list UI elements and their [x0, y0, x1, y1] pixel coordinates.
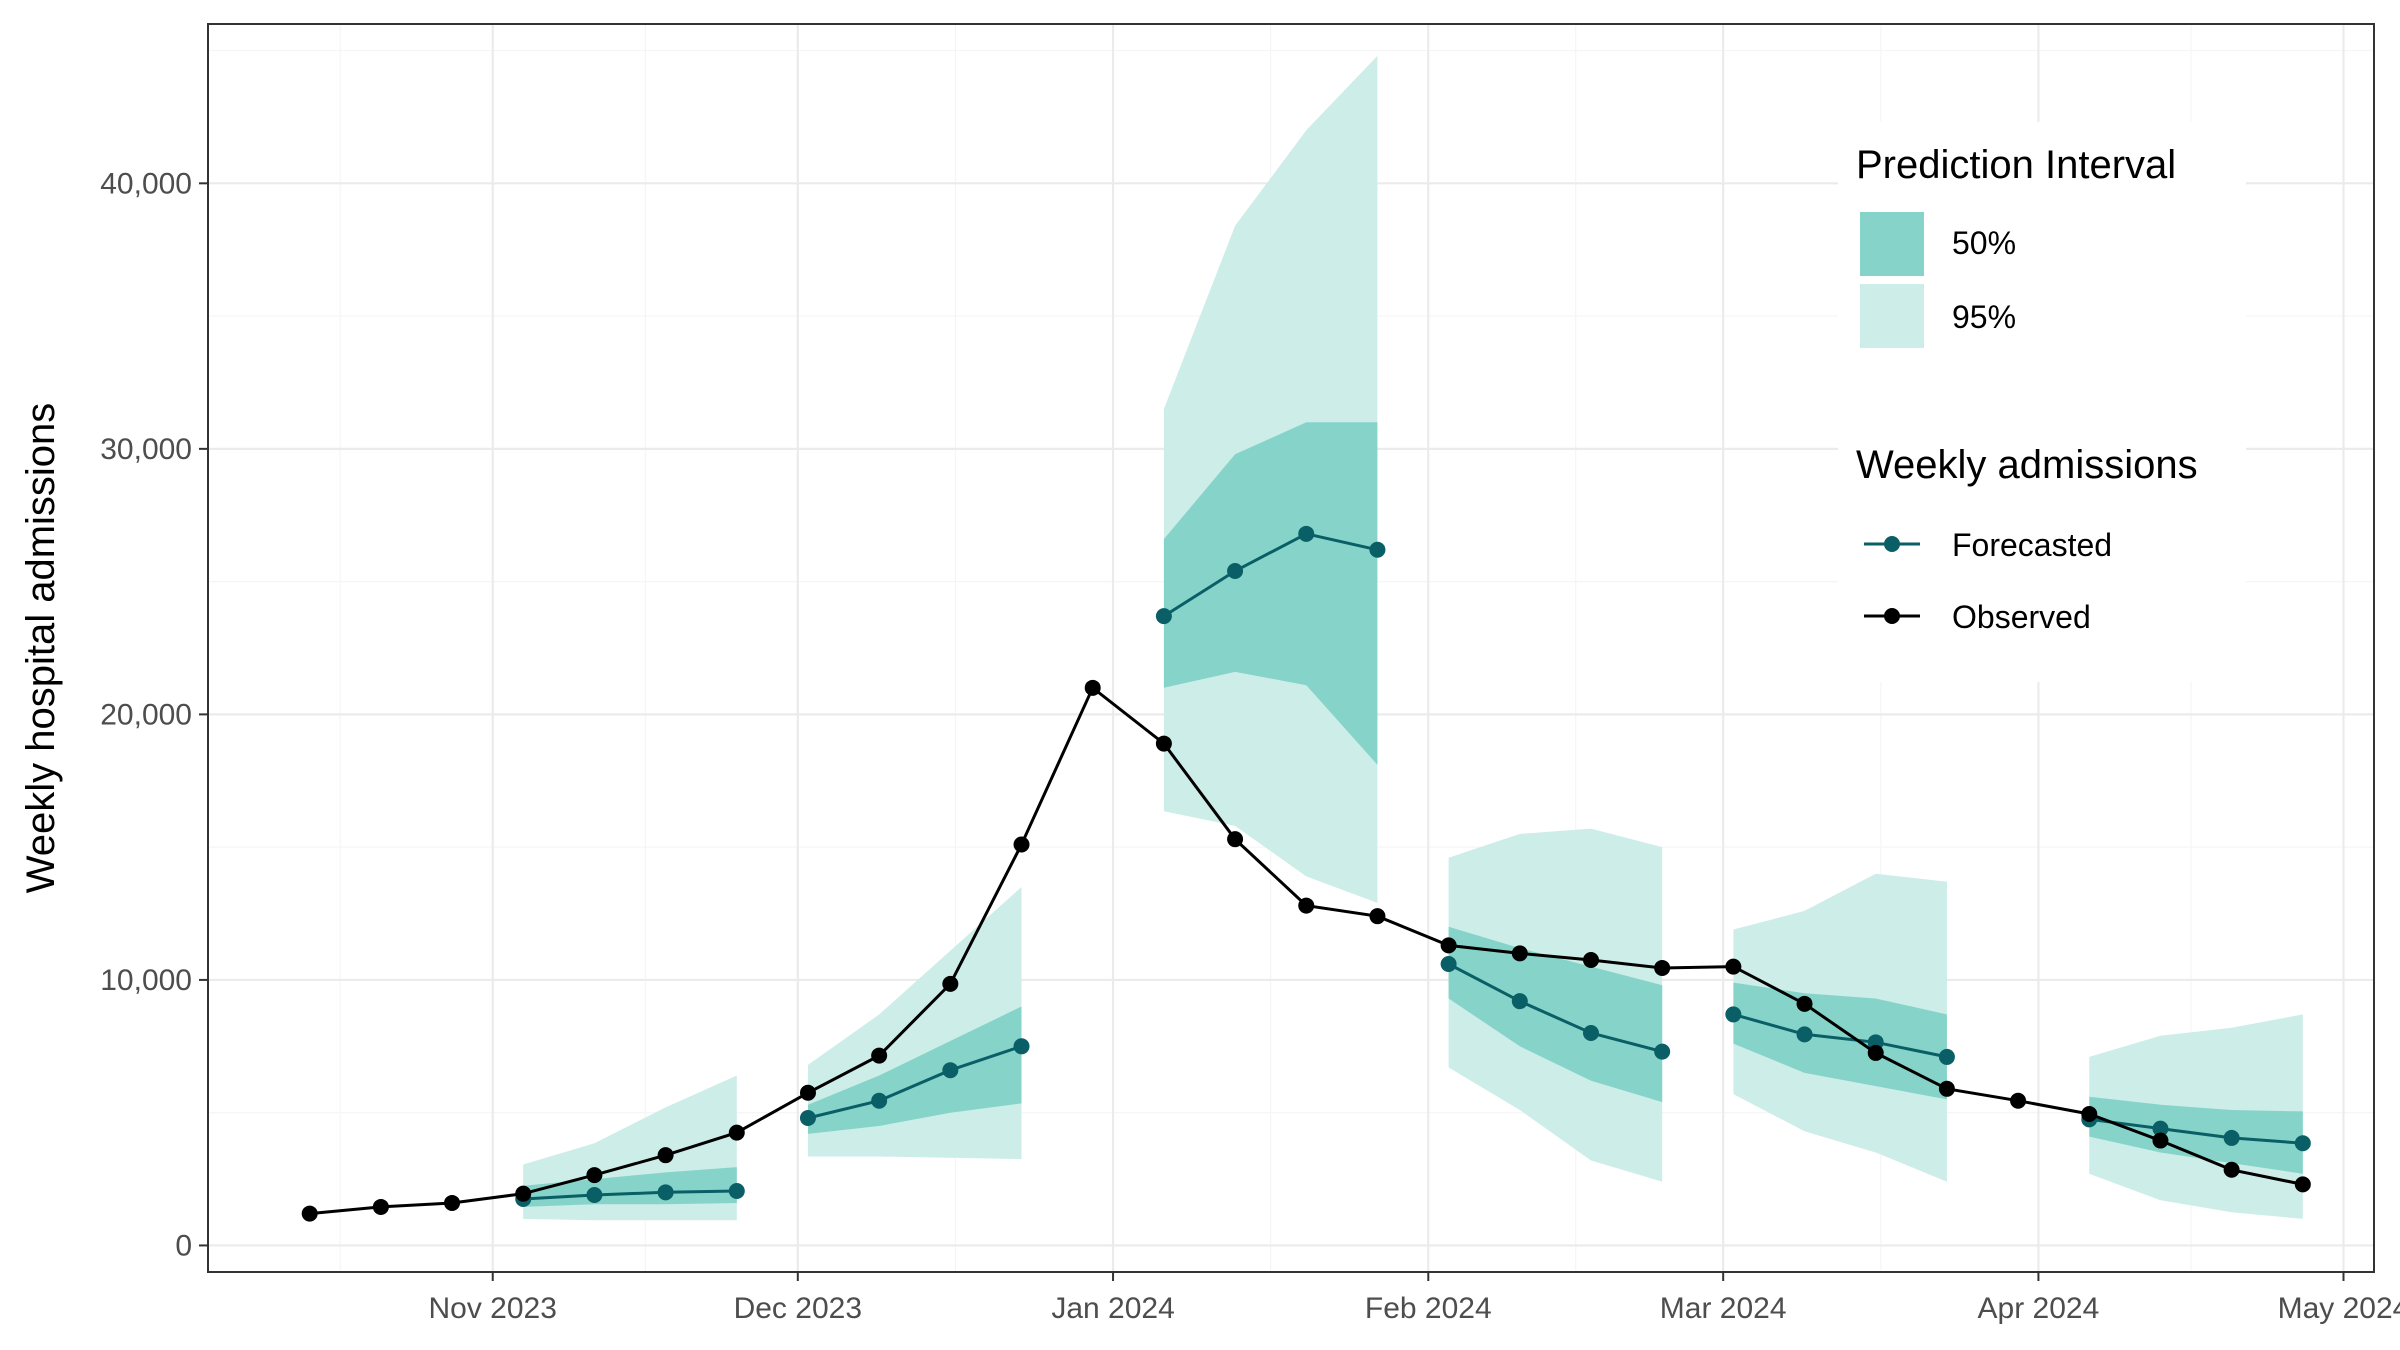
observed-point — [1867, 1044, 1884, 1061]
legend-key-50 — [1860, 212, 1924, 276]
forecast-point — [1511, 993, 1528, 1010]
legend-title-series: Weekly admissions — [1856, 443, 2198, 487]
forecast-point — [1013, 1038, 1030, 1055]
forecast-point — [1796, 1026, 1813, 1043]
x-tick-label: Dec 2023 — [734, 1292, 862, 1325]
legend-title-interval: Prediction Interval — [1856, 143, 2176, 187]
x-tick-label: Feb 2024 — [1365, 1292, 1492, 1325]
observed-point — [728, 1124, 745, 1141]
forecast-point — [1155, 608, 1172, 625]
y-tick-label: 0 — [175, 1229, 192, 1262]
observed-point — [1227, 831, 1244, 848]
observed-series — [301, 679, 2311, 1222]
prediction-interval-50-bands — [523, 422, 2303, 1207]
forecast-point — [1654, 1043, 1671, 1060]
forecast-point — [942, 1062, 959, 1079]
interval-50-band-2 — [808, 1006, 1022, 1134]
observed-point — [2081, 1106, 2098, 1123]
observed-point — [799, 1084, 816, 1101]
observed-point — [586, 1167, 603, 1184]
observed-point — [1298, 897, 1315, 914]
y-tick-label: 30,000 — [100, 433, 192, 466]
observed-point — [1654, 959, 1671, 976]
observed-point — [1796, 995, 1813, 1012]
observed-point — [2152, 1132, 2169, 1149]
forecast-point — [2152, 1120, 2169, 1137]
forecast-point — [799, 1109, 816, 1126]
observed-point — [1155, 735, 1172, 752]
panel-border — [207, 23, 2375, 1273]
observed-point — [871, 1047, 888, 1064]
forecast-point — [1227, 562, 1244, 579]
y-tick-label: 40,000 — [100, 167, 192, 200]
y-tick-label: 10,000 — [100, 964, 192, 997]
legend-key-95 — [1860, 284, 1924, 348]
forecast-point — [2294, 1135, 2311, 1152]
interval-50-band-3 — [1163, 422, 1378, 765]
x-tick-label: Mar 2024 — [1660, 1292, 1787, 1325]
observed-point — [657, 1147, 674, 1164]
forecast-line-1 — [523, 1189, 737, 1201]
observed-point — [1084, 679, 1101, 696]
observed-point — [1511, 945, 1528, 962]
forecast-point — [871, 1092, 888, 1109]
x-tick-label: Jan 2024 — [1051, 1292, 1174, 1325]
observed-point — [2010, 1092, 2027, 1109]
forecast-point — [1440, 955, 1457, 972]
forecast-point — [1725, 1006, 1742, 1023]
forecast-line-4 — [1447, 962, 1663, 1054]
forecast-point — [1369, 541, 1386, 558]
legend-label-50: 50% — [1952, 225, 2016, 261]
observed-point — [1725, 958, 1742, 975]
legend-label-forecast: Forecasted — [1952, 527, 2112, 563]
legend-label-observed: Observed — [1952, 599, 2091, 635]
observed-point — [1369, 908, 1386, 925]
x-tick-label: Nov 2023 — [429, 1292, 557, 1325]
x-tick-label: May 2024 — [2278, 1292, 2400, 1325]
observed-point — [301, 1205, 318, 1222]
x-axis: Nov 2023 Dec 2023 Jan 2024 Feb 2024 Mar 2024… — [429, 1272, 2400, 1325]
forecast-line-6 — [2089, 1117, 2303, 1145]
x-tick-label: Apr 2024 — [1978, 1292, 2100, 1325]
forecast-point — [657, 1184, 674, 1201]
forecast-point — [728, 1183, 745, 1200]
forecast-line-5 — [1732, 1012, 1948, 1059]
interval-50-band-6 — [2089, 1096, 2303, 1174]
observed-point — [1582, 952, 1599, 968]
observed-point — [515, 1185, 532, 1202]
observed-point — [2223, 1161, 2240, 1178]
observed-point — [444, 1194, 461, 1211]
observed-point — [1440, 937, 1457, 954]
y-axis-title: Weekly hospital admissions — [19, 403, 63, 894]
observed-point — [942, 975, 959, 992]
legend-label-95: 95% — [1952, 299, 2016, 335]
forecast-point — [1938, 1048, 1955, 1065]
forecast-point — [1298, 525, 1315, 542]
forecast-point — [1582, 1025, 1599, 1042]
forecast-point — [586, 1186, 603, 1203]
forecast-line-3 — [1163, 532, 1378, 618]
legend-key-forecast-point — [1884, 536, 1900, 552]
y-tick-label: 20,000 — [100, 698, 192, 731]
y-axis: 0 10,000 20,000 30,000 40,000 — [100, 167, 208, 1262]
legend: Prediction Interval 50% 95% Weekly admis… — [1838, 122, 2246, 682]
observed-point — [1013, 836, 1030, 853]
observed-point — [1938, 1080, 1955, 1097]
interval-50-band-5 — [1733, 982, 1947, 1100]
forecast-point — [2223, 1129, 2240, 1146]
observed-point — [372, 1198, 389, 1215]
legend-key-observed-point — [1884, 608, 1900, 624]
interval-50-band-4 — [1448, 926, 1663, 1103]
forecast-line-2 — [807, 1044, 1022, 1120]
legend-background — [1838, 122, 2246, 682]
observed-point — [2294, 1176, 2311, 1193]
